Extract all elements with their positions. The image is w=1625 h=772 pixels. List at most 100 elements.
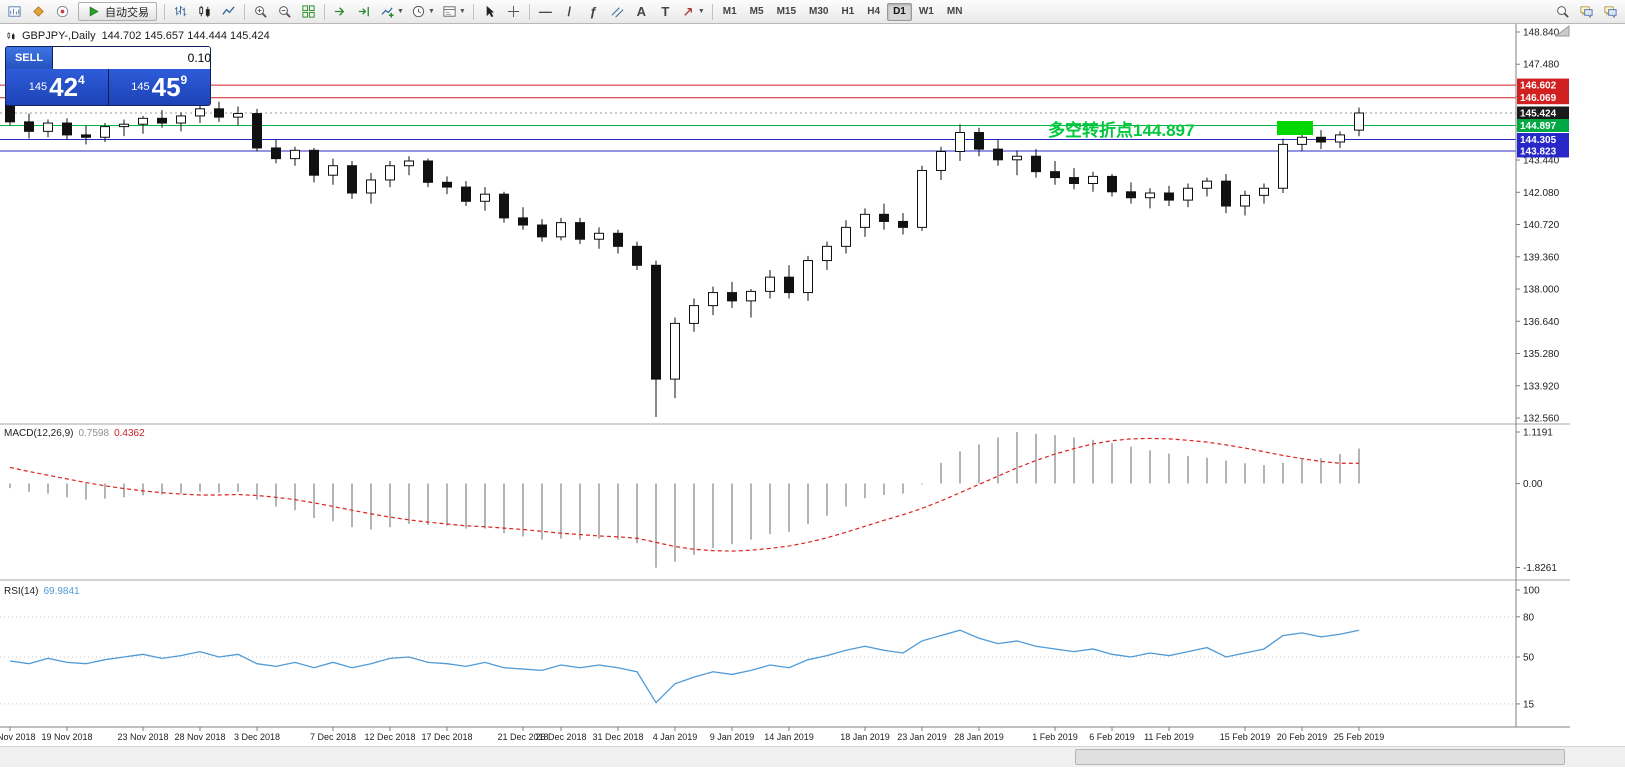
zoom-in-icon[interactable] xyxy=(249,2,272,22)
svg-text:23 Nov 2018: 23 Nov 2018 xyxy=(117,732,168,742)
svg-text:15: 15 xyxy=(1523,699,1535,710)
svg-text:7 Dec 2018: 7 Dec 2018 xyxy=(310,732,356,742)
chart-annotation-text[interactable]: 多空转折点144.897 xyxy=(1048,121,1195,140)
market-watch-icon[interactable] xyxy=(51,2,74,22)
zoom-in-icon-glyph xyxy=(253,4,268,19)
line-chart-icon[interactable] xyxy=(217,2,240,22)
svg-text:100: 100 xyxy=(1523,586,1540,597)
zoom-out-icon[interactable] xyxy=(273,2,296,22)
svg-text:50: 50 xyxy=(1523,653,1535,664)
svg-text:14 Jan 2019: 14 Jan 2019 xyxy=(764,732,814,742)
svg-text:14 Nov 2018: 14 Nov 2018 xyxy=(0,732,36,742)
svg-text:135.280: 135.280 xyxy=(1523,349,1560,360)
candlestick-chart-icon-glyph xyxy=(197,4,212,19)
bar-chart-icon[interactable] xyxy=(169,2,192,22)
timeframe-mn[interactable]: MN xyxy=(941,3,969,21)
trendline-icon[interactable]: / xyxy=(558,2,581,22)
timeframe-m15[interactable]: M15 xyxy=(771,3,802,21)
svg-text:28 Jan 2019: 28 Jan 2019 xyxy=(954,732,1004,742)
one-click-prices-row: 145 42 4 145 45 9 xyxy=(6,69,210,105)
templates-button[interactable]: ▼ xyxy=(439,2,469,22)
sell-price-prefix: 145 xyxy=(28,81,48,93)
macd-signal-value: 0.4362 xyxy=(114,428,145,439)
tile-windows-icon[interactable] xyxy=(297,2,320,22)
toolbar-separator xyxy=(244,3,245,20)
chevron-down-icon: ▼ xyxy=(427,8,435,15)
text-label-icon-glyph: T xyxy=(661,4,670,19)
svg-text:144.305: 144.305 xyxy=(1520,135,1557,146)
horizontal-scrollbar[interactable] xyxy=(0,746,1625,767)
buy-price-main: 45 xyxy=(151,72,181,102)
timeframe-w1[interactable]: W1 xyxy=(913,3,940,21)
horizontal-line-icon-glyph: — xyxy=(538,4,552,19)
timeframe-d1[interactable]: D1 xyxy=(887,2,912,21)
fibonacci-icon[interactable]: ƒ xyxy=(582,2,605,22)
new-chart-icon-glyph xyxy=(7,4,22,19)
timeframe-h4[interactable]: H4 xyxy=(861,3,886,21)
sell-price-main: 42 xyxy=(49,72,79,102)
cursor-icon-glyph xyxy=(482,4,497,19)
sell-price[interactable]: 145 42 4 xyxy=(6,69,108,105)
autotrading-button[interactable]: 自动交易 xyxy=(78,2,157,21)
one-click-trading-panel: SELL ▲ ▼ BUY 145 42 4 145 xyxy=(5,46,211,106)
crosshair-icon[interactable] xyxy=(502,2,525,22)
svg-text:11 Feb 2019: 11 Feb 2019 xyxy=(1144,732,1194,742)
zoom-out-icon-glyph xyxy=(277,4,292,19)
new-chart-icon[interactable] xyxy=(3,2,26,22)
svg-text:132.560: 132.560 xyxy=(1523,413,1560,424)
toolbar-separator xyxy=(324,3,325,20)
candlestick-chart-icon[interactable] xyxy=(193,2,216,22)
axes: 148.840147.480146.120144.760143.440142.0… xyxy=(0,24,1570,742)
lot-size-input[interactable] xyxy=(53,47,210,69)
periods-button[interactable]: ▼ xyxy=(408,2,438,22)
chart-area: 148.840147.480146.120144.760143.440142.0… xyxy=(0,24,1625,772)
horizontal-line-icon[interactable]: — xyxy=(534,2,557,22)
svg-text:142.080: 142.080 xyxy=(1523,188,1560,199)
chart-shift-icon[interactable] xyxy=(353,2,376,22)
sell-button[interactable]: SELL xyxy=(6,47,52,69)
chevron-down-icon: ▼ xyxy=(397,8,404,15)
timeframe-h1[interactable]: H1 xyxy=(835,3,860,21)
svg-text:136.640: 136.640 xyxy=(1523,317,1560,328)
auto-scroll-icon[interactable] xyxy=(329,2,352,22)
arrows-icon[interactable]: ▼ xyxy=(678,2,708,22)
cursor-icon[interactable] xyxy=(478,2,501,22)
indicators-button[interactable]: ▼ xyxy=(377,2,407,22)
channel-icon[interactable] xyxy=(606,2,629,22)
chart-title: GBPJPY-,Daily 144.702 145.657 144.444 14… xyxy=(6,30,270,42)
chat-icon[interactable] xyxy=(1575,2,1598,22)
svg-text:1 Feb 2019: 1 Feb 2019 xyxy=(1032,732,1078,742)
svg-text:26 Dec 2018: 26 Dec 2018 xyxy=(535,732,586,742)
macd-panel xyxy=(9,431,1360,568)
auto-scroll-icon-glyph xyxy=(333,4,348,19)
text-label-icon[interactable]: T xyxy=(654,2,677,22)
svg-text:146.602: 146.602 xyxy=(1520,81,1557,92)
templates-button-glyph xyxy=(442,4,457,19)
bar-chart-icon-glyph xyxy=(173,4,188,19)
svg-text:138.000: 138.000 xyxy=(1523,285,1560,296)
text-icon[interactable]: A xyxy=(630,2,653,22)
svg-text:25 Feb 2019: 25 Feb 2019 xyxy=(1334,732,1385,742)
svg-text:80: 80 xyxy=(1523,612,1535,623)
chart-highlight-rect[interactable] xyxy=(1277,121,1313,135)
svg-text:9 Jan 2019: 9 Jan 2019 xyxy=(710,732,755,742)
search-icon[interactable] xyxy=(1551,2,1574,22)
svg-text:31 Dec 2018: 31 Dec 2018 xyxy=(592,732,643,742)
timeframe-m5[interactable]: M5 xyxy=(744,3,770,21)
scrollbar-thumb[interactable] xyxy=(1075,749,1565,765)
community-icon[interactable] xyxy=(1599,2,1622,22)
svg-text:17 Dec 2018: 17 Dec 2018 xyxy=(421,732,472,742)
timeframe-m30[interactable]: M30 xyxy=(803,3,834,21)
chart-symbol-period: GBPJPY-,Daily xyxy=(22,30,96,42)
svg-text:19 Nov 2018: 19 Nov 2018 xyxy=(41,732,92,742)
svg-text:6 Feb 2019: 6 Feb 2019 xyxy=(1089,732,1135,742)
arrows-icon-glyph xyxy=(681,4,696,19)
timeframe-m1[interactable]: M1 xyxy=(717,3,743,21)
new-order-icon[interactable] xyxy=(27,2,50,22)
rsi-value: 69.9841 xyxy=(43,586,80,597)
svg-text:12 Dec 2018: 12 Dec 2018 xyxy=(364,732,415,742)
chart-canvas[interactable]: 148.840147.480146.120144.760143.440142.0… xyxy=(0,24,1625,772)
price-divider xyxy=(107,69,109,105)
macd-main-value: 0.7598 xyxy=(78,428,110,439)
buy-price[interactable]: 145 45 9 xyxy=(108,69,210,105)
